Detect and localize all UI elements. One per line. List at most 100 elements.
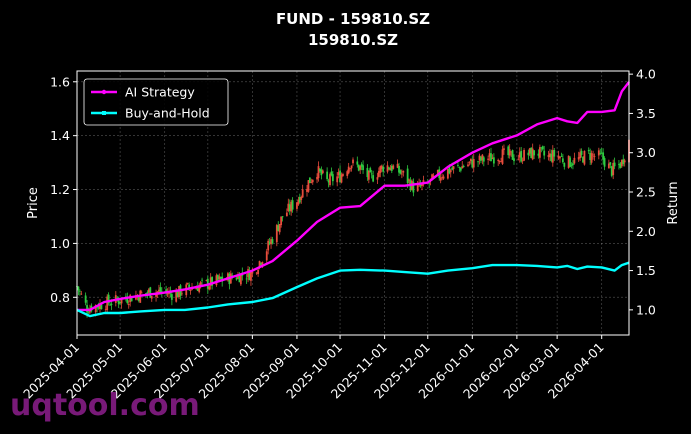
candle-body — [380, 165, 383, 169]
candle-body — [570, 165, 573, 166]
candle-body — [490, 153, 492, 162]
candle-body — [211, 276, 214, 286]
candle-body — [271, 239, 274, 244]
y-tick-label-right: 2.0 — [636, 224, 656, 239]
candle-body — [480, 157, 482, 161]
candle-body — [587, 150, 590, 152]
candle-body — [390, 165, 393, 171]
left-axis: 0.8 1.0 1.2 1.4 1.6 — [50, 74, 77, 305]
candle-body — [199, 282, 202, 286]
candle-body — [573, 157, 576, 164]
candle-body — [549, 153, 551, 158]
candle-body — [603, 158, 606, 167]
candle-body — [572, 163, 574, 166]
candle-body — [165, 289, 168, 292]
candle-body — [369, 168, 372, 173]
candle-body — [267, 240, 270, 251]
candle-body — [399, 170, 402, 174]
legend-marker-buy-and-hold — [102, 111, 106, 115]
candle-body — [431, 174, 433, 181]
candle-body — [523, 150, 525, 161]
candle-body — [386, 165, 389, 172]
candle-body — [398, 165, 400, 173]
candle-body — [291, 200, 294, 210]
candle-body — [175, 291, 178, 302]
candle-body — [347, 166, 350, 174]
candle-body — [446, 169, 449, 179]
candle-body — [321, 170, 324, 174]
candle-body — [498, 161, 501, 162]
candle-body — [120, 298, 123, 304]
candle-body — [300, 196, 303, 200]
candle-body — [166, 293, 169, 295]
candle-body — [487, 158, 490, 160]
candle-body — [441, 177, 444, 179]
candle-body — [612, 162, 615, 176]
candle-body — [297, 199, 300, 205]
candle-body — [406, 168, 409, 183]
candle-body — [451, 167, 454, 170]
candle-body — [218, 276, 221, 280]
candle-body — [129, 295, 132, 303]
candle-body — [145, 292, 147, 294]
candle-body — [518, 152, 521, 158]
candle-body — [501, 149, 504, 164]
candle-body — [569, 157, 571, 167]
candle-body — [208, 286, 211, 290]
candle-body — [372, 175, 375, 182]
watermark-text: uqtool.com — [10, 388, 200, 423]
candle-body — [237, 274, 239, 279]
y-axis-label-left: Price — [26, 187, 41, 219]
candle-body — [379, 166, 382, 173]
candle-body — [146, 292, 149, 294]
y-tick-label-right: 3.0 — [636, 145, 656, 160]
y-tick-label-right: 2.5 — [636, 185, 656, 200]
candle-body — [567, 155, 570, 168]
candle-body — [579, 152, 582, 159]
candle-body — [216, 274, 219, 281]
legend-box — [83, 78, 229, 126]
candle-body — [416, 184, 419, 192]
candle-body — [239, 273, 242, 285]
candle-body — [527, 152, 530, 156]
candle-body — [513, 158, 515, 162]
candle-body — [205, 280, 208, 281]
candle-body — [392, 165, 395, 169]
legend-marker-ai-strategy — [101, 89, 107, 95]
candle-body — [481, 154, 484, 161]
candle-body — [100, 304, 103, 310]
price-candles — [76, 138, 630, 318]
y-tick-label-left: 1.2 — [50, 182, 70, 197]
candle-body — [281, 216, 284, 218]
candle-body — [452, 166, 455, 169]
candle-body — [178, 286, 180, 298]
candle-body — [520, 150, 523, 162]
candle-body — [590, 153, 593, 163]
candle-body — [500, 161, 502, 163]
candle-body — [137, 296, 140, 301]
candle-body — [337, 172, 340, 176]
series-lines — [76, 81, 630, 318]
candle-body — [593, 156, 596, 157]
y-tick-label-left: 0.8 — [50, 290, 70, 305]
candle-body — [563, 163, 566, 167]
candle-body — [462, 165, 465, 167]
candle-body — [376, 177, 379, 180]
candle-body — [560, 155, 563, 157]
candle-body — [288, 204, 291, 212]
y-tick-label-right: 1.5 — [636, 263, 656, 278]
candle-body — [439, 177, 442, 181]
candle-body — [219, 276, 222, 279]
candle-body — [270, 239, 272, 245]
candle-body — [290, 201, 293, 212]
candle-body — [80, 293, 83, 295]
candle-body — [362, 165, 364, 171]
candle-body — [317, 166, 320, 179]
candle-body — [491, 157, 494, 159]
candle-body — [320, 169, 323, 176]
candle-body — [618, 163, 620, 165]
series-line-ai-strategy — [77, 81, 630, 312]
candle-body — [130, 297, 133, 302]
candle-body — [84, 295, 87, 303]
